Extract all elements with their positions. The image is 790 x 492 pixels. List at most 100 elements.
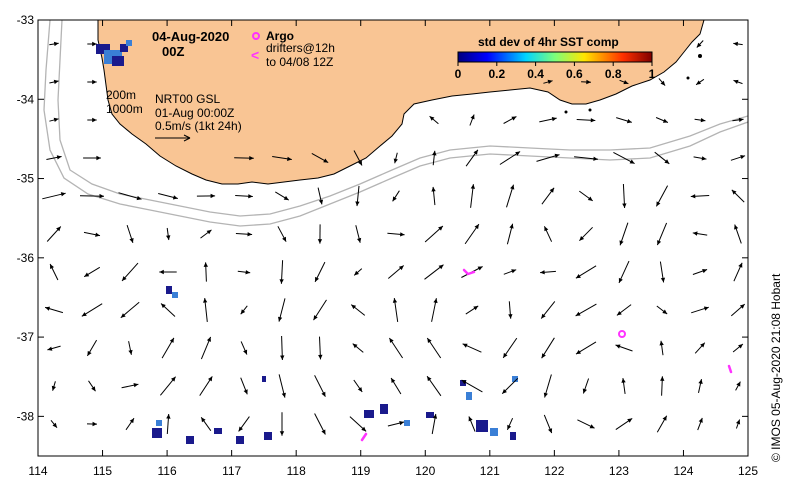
velocity-arrow [506,223,514,245]
velocity-arrow [462,343,482,353]
velocity-arrow [353,379,363,393]
velocity-arrow [200,417,212,431]
colorbar: std dev of 4hr SST comp 0 0.2 0.4 0.6 0.8 1 [455,35,656,81]
velocity-arrow [691,306,709,314]
velocity-arrow [278,374,286,398]
velocity-arrow [166,413,171,435]
drifter-track [360,432,368,442]
velocity-arrow [203,262,208,282]
velocity-arrow [731,189,745,203]
velocity-arrow [352,343,364,353]
velocity-arrow [581,79,591,85]
velocity-arrow [660,376,665,396]
colorbar-gradient [457,51,653,63]
velocity-arrow [431,298,438,322]
velocity-arrow [540,270,556,275]
velocity-arrow [317,224,323,244]
velocity-arrow [234,156,254,161]
velocity-arrow [392,190,400,202]
velocity-arrow [431,413,438,435]
sst-patches [96,40,518,444]
velocity-arrow [543,79,553,84]
velocity-arrow [543,414,553,434]
velocity-arrow [237,270,251,275]
velocity-arrow [392,298,399,322]
drifter-legend-line1: drifters@12h [266,41,335,55]
velocity-arrow [465,305,479,315]
velocity-arrow [353,268,363,276]
velocity-arrow [659,261,666,283]
colorbar-tick-label: 1 [649,67,656,81]
velocity-arrow [732,343,744,353]
velocity-arrow [355,225,362,243]
velocity-arrow [46,226,62,242]
lon-tick-label: 125 [738,464,758,478]
velocity-arrow [314,375,326,397]
lon-tick-label: 120 [415,464,435,478]
colorbar-tick-label: 0.4 [527,67,544,81]
velocity-arrow [468,416,476,432]
velocity-arrow [499,151,521,165]
velocity-arrow [508,301,513,319]
velocity-arrow [128,341,133,355]
velocity-arrow [426,375,442,397]
lon-tick-label: 122 [544,464,564,478]
velocity-arrow [311,152,329,164]
velocity-arrow [79,193,105,199]
velocity-arrow [350,304,366,316]
velocity-arrow [543,226,553,242]
velocity-arrow [696,40,704,48]
velocity-arrow [240,341,248,355]
velocity-arrow [88,380,96,392]
velocity-arrow [280,335,285,361]
velocity-arrow [543,374,552,398]
lat-tick-label: -38 [17,409,35,423]
velocity-arrow [199,376,213,396]
velocity-arrow [618,260,630,284]
lon-tick-label: 116 [158,464,177,478]
drifter-track [727,364,733,374]
velocity-arrow [730,155,746,161]
velocity-arrow [81,303,103,317]
axes: 114 115 116 117 118 119 120 121 122 123 124 125 -33 -… [17,13,759,478]
velocity-arrow [240,305,248,315]
velocity-arrow [83,155,101,161]
velocity-arrow [424,225,444,243]
velocity-arrow [613,151,635,165]
velocity-arrow [272,156,292,161]
contour-1000m [43,20,748,227]
velocity-arrow [160,376,176,396]
velocity-arrow [314,261,326,283]
velocity-arrow [693,156,707,161]
velocity-arrow [692,269,708,275]
velocity-arrow [655,185,669,207]
velocity-arrow [540,301,556,319]
lat-tick-label: -33 [17,13,35,27]
product-date-label: 01-Aug 00:00Z [155,106,234,120]
velocity-arrow [577,419,595,429]
velocity-arrow [541,187,555,205]
velocity-arrow [733,262,743,282]
velocity-arrow [575,303,597,317]
colorbar-tick-label: 0.8 [605,67,622,81]
velocity-arrow [615,344,633,352]
velocity-arrow [42,192,66,200]
velocity-arrow [86,421,98,427]
contour-200m [57,20,748,217]
velocity-arrow [49,117,59,122]
velocity-arrow [431,186,436,206]
velocity-arrow [655,117,669,123]
velocity-arrow [313,299,327,321]
product-label: NRT00 GSL [155,92,220,106]
velocity-arrow [47,345,61,351]
argo-legend-icon [252,32,260,40]
velocity-arrow [654,151,670,165]
velocity-arrow [83,266,101,278]
depth-200-label: 200m [106,88,136,102]
velocity-arrow [692,231,708,236]
velocity-arrow [317,187,324,205]
velocity-arrow [695,78,705,86]
velocity-arrow [279,260,284,284]
velocity-arrow [616,304,632,316]
velocity-arrow [735,381,741,391]
